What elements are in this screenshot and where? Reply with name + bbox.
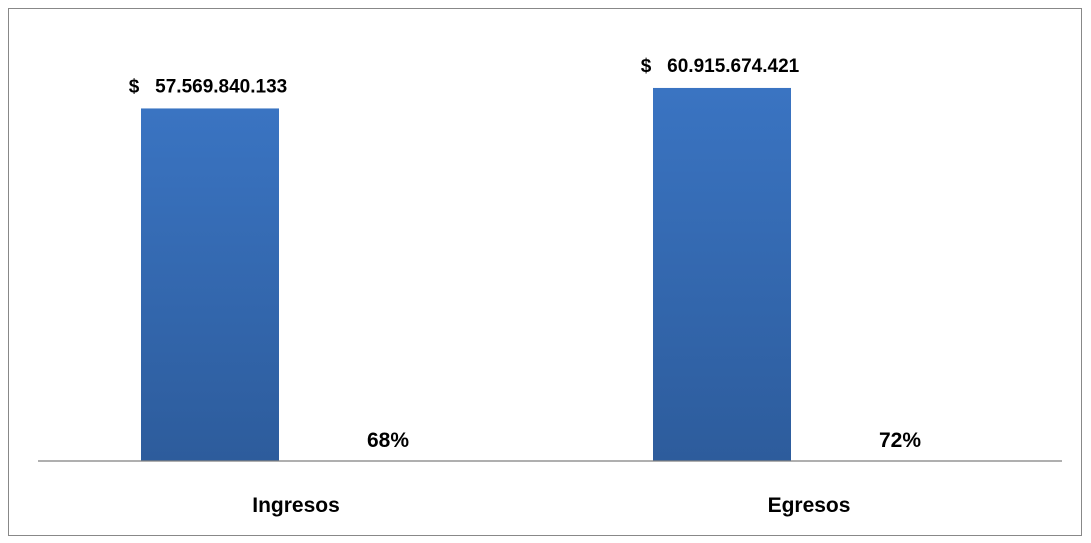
value-label-ingresos: $ 57.569.840.133 — [129, 76, 287, 97]
category-label-egresos: Egresos — [768, 494, 851, 517]
bar-ingresos — [141, 108, 279, 461]
percent-label-egresos: 72% — [879, 429, 921, 452]
category-label-ingresos: Ingresos — [252, 494, 340, 517]
value-label-egresos: $ 60.915.674.421 — [641, 56, 800, 77]
bar-egresos — [653, 87, 791, 461]
percent-label-ingresos: 68% — [367, 429, 409, 452]
